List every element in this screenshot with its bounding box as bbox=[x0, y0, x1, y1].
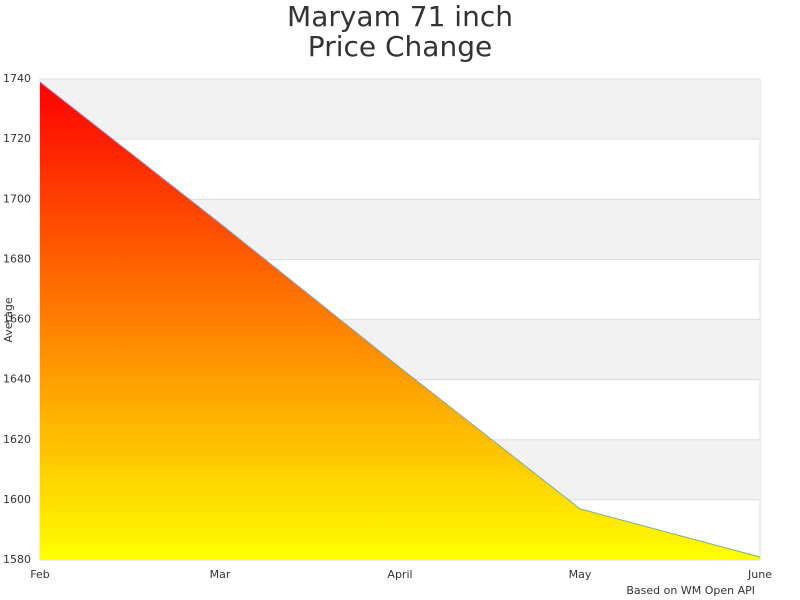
y-tick-label: 1740 bbox=[3, 72, 31, 85]
grid-band bbox=[40, 79, 760, 140]
x-tick-label: Feb bbox=[30, 568, 49, 581]
x-tick-label: June bbox=[747, 568, 772, 581]
y-tick-label: 1620 bbox=[3, 433, 31, 446]
x-tick-label: May bbox=[569, 568, 592, 581]
y-tick-label: 1640 bbox=[3, 373, 31, 386]
y-tick-label: 1720 bbox=[3, 132, 31, 145]
y-tick-label: 1600 bbox=[3, 493, 31, 506]
y-tick-label: 1700 bbox=[3, 192, 31, 205]
y-tick-label: 1580 bbox=[3, 553, 31, 566]
area-line bbox=[39, 81, 761, 558]
area-fill bbox=[40, 82, 760, 560]
x-tick-label: Mar bbox=[210, 568, 231, 581]
y-tick-label: 1680 bbox=[3, 252, 31, 265]
chart-title: Maryam 71 inch bbox=[287, 0, 513, 33]
y-axis-label: Average bbox=[2, 297, 15, 342]
y-tick-label: 1660 bbox=[3, 313, 31, 326]
source-note: Based on WM Open API bbox=[626, 584, 755, 597]
x-tick-label: April bbox=[387, 568, 412, 581]
chart-subtitle: Price Change bbox=[308, 30, 492, 63]
